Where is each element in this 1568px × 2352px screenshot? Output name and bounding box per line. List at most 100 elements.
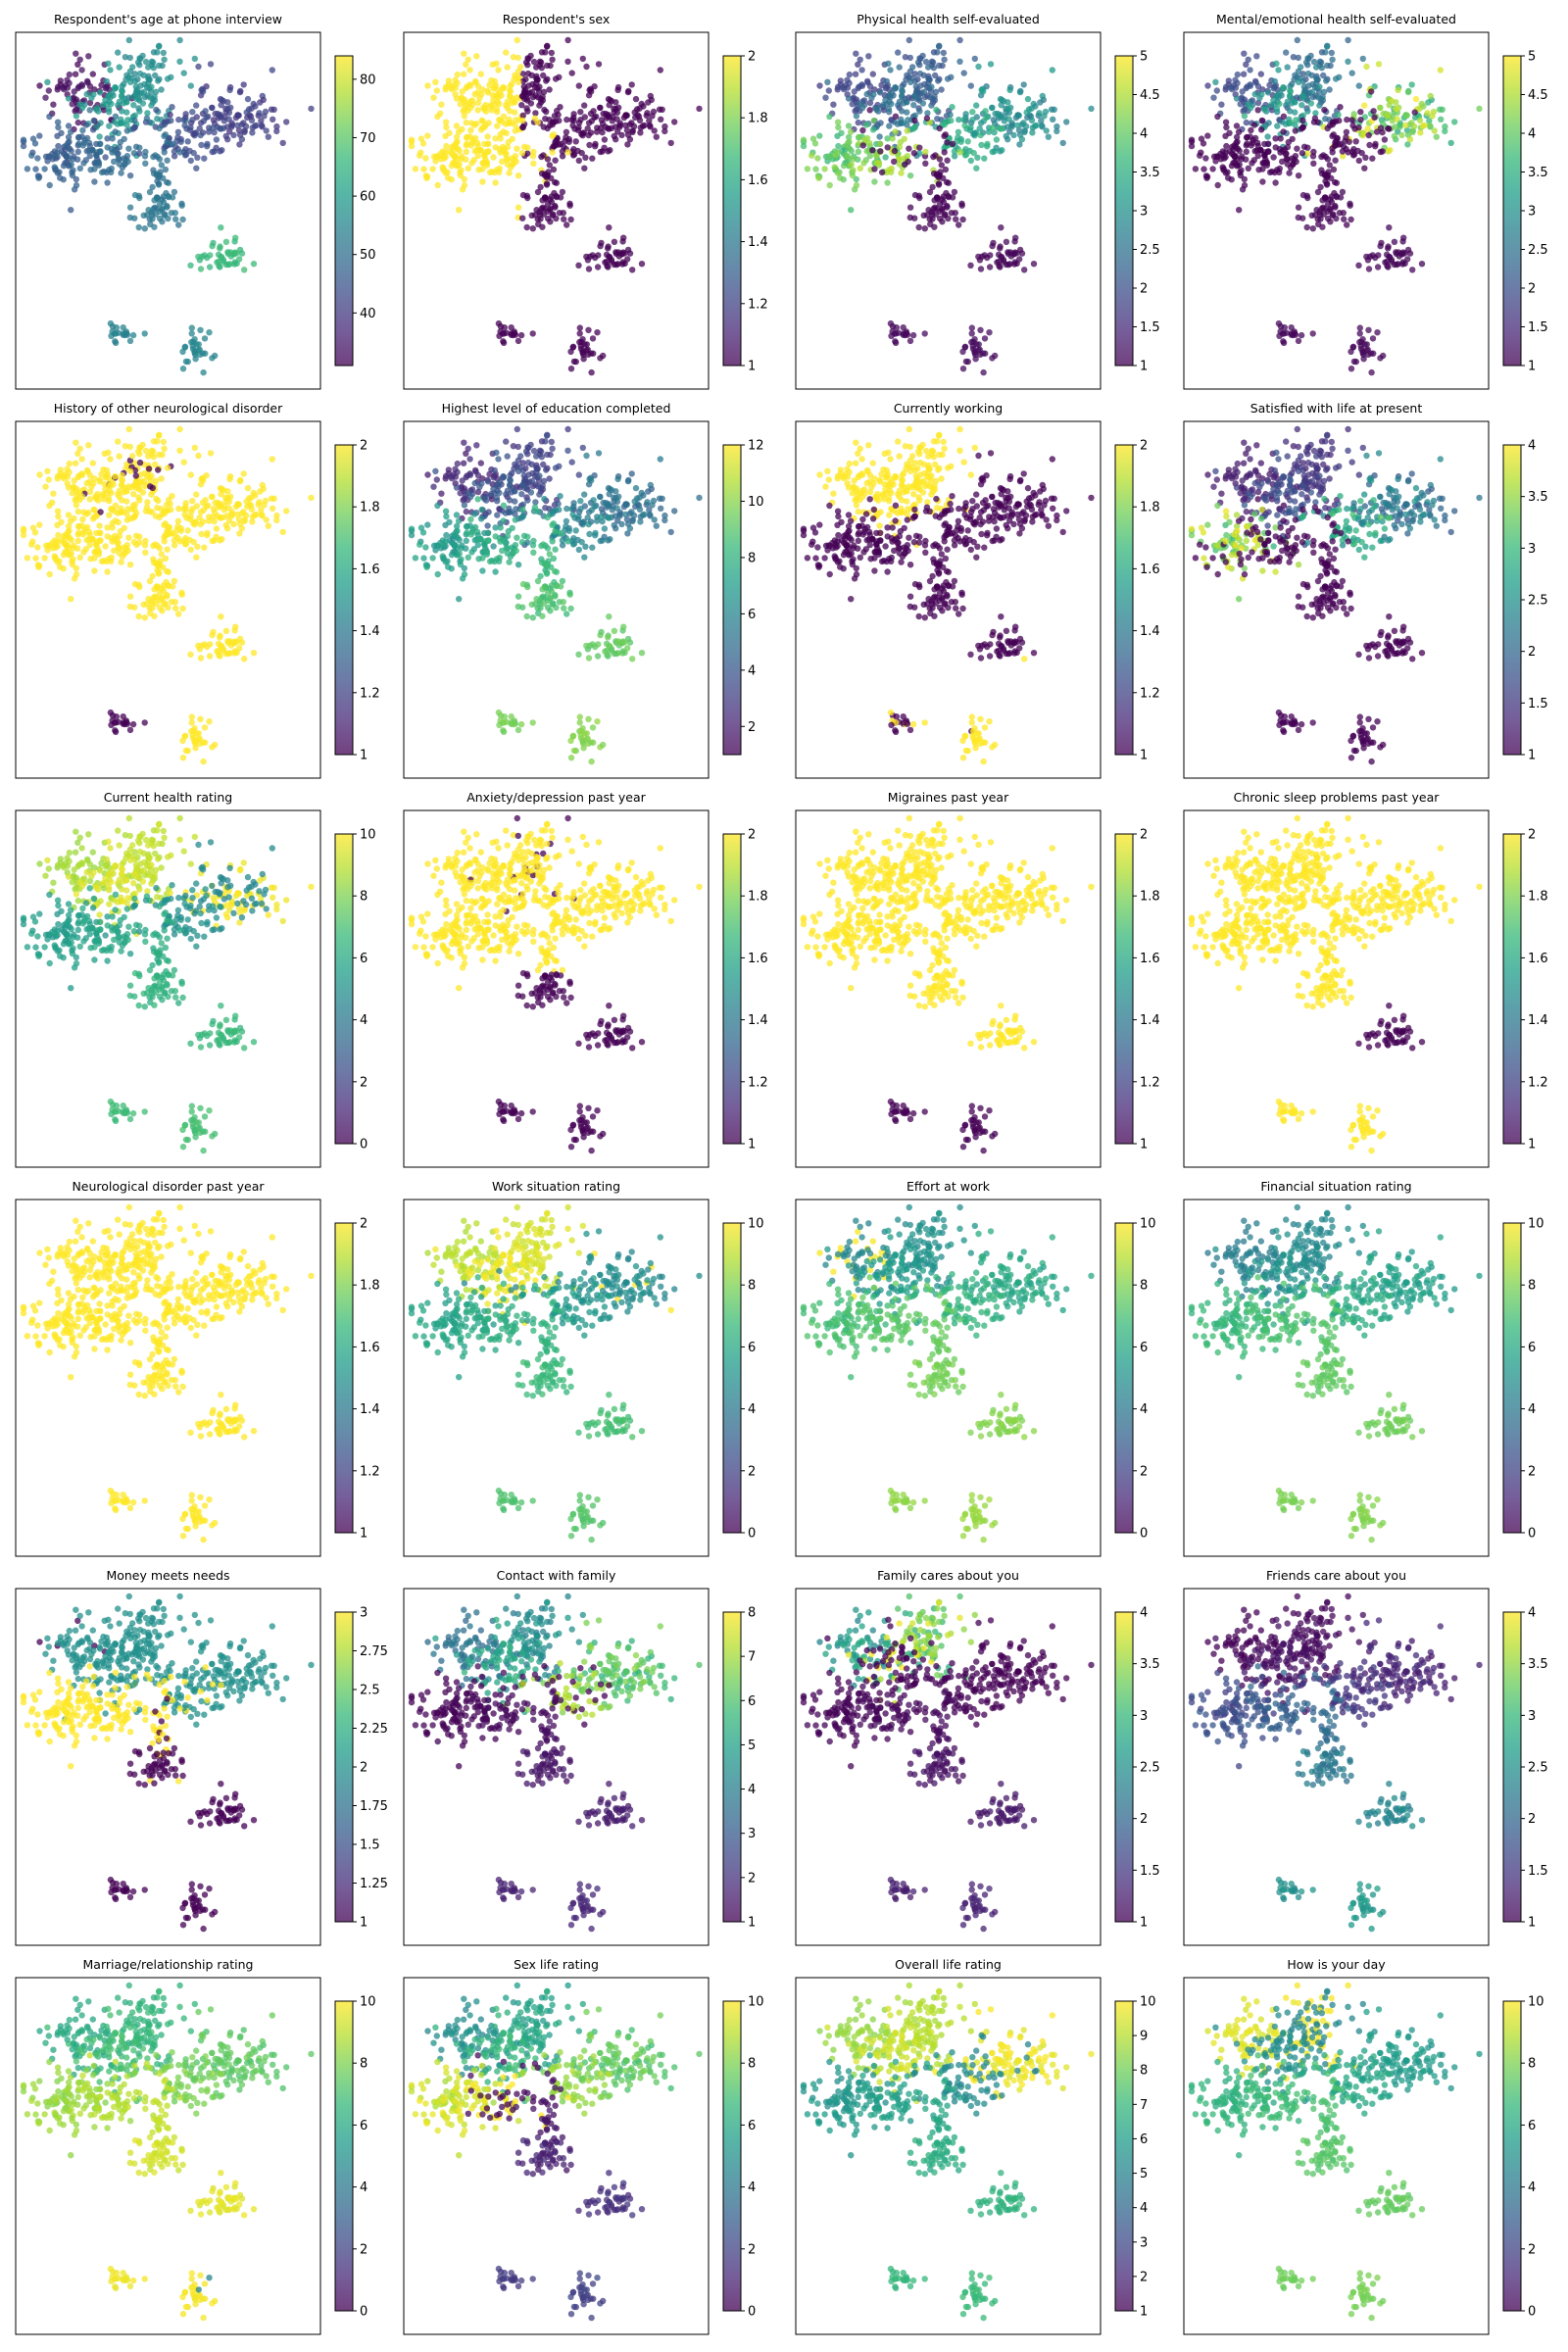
scatter-point — [571, 359, 577, 365]
scatter-point — [619, 261, 625, 267]
scatter-point — [596, 450, 602, 456]
scatter-point — [980, 88, 986, 94]
scatter-point — [910, 332, 916, 338]
scatter-point — [536, 83, 542, 89]
scatter-point — [75, 149, 81, 155]
scatter-point — [1332, 179, 1338, 185]
scatter-point — [105, 61, 111, 67]
scatter-point — [130, 491, 136, 497]
scatter-point — [620, 624, 626, 630]
scatter-point — [496, 722, 502, 728]
scatter-point — [212, 742, 218, 748]
scatter-point — [151, 454, 157, 460]
scatter-point — [590, 335, 596, 341]
scatter-point — [34, 155, 40, 161]
scatter-point — [218, 224, 223, 230]
scatter-point — [79, 83, 85, 89]
scatter-point — [612, 628, 617, 634]
scatter-point — [1310, 161, 1316, 167]
scatter-point — [856, 120, 861, 125]
scatter-point — [907, 55, 913, 61]
scatter-point — [1279, 159, 1285, 165]
scatter-point — [1332, 139, 1338, 145]
scatter-point — [453, 542, 459, 548]
scatter-point — [1063, 508, 1069, 514]
scatter-point — [164, 158, 170, 164]
scatter-point — [1280, 148, 1286, 154]
scatter-point — [36, 521, 42, 527]
scatter-point — [1382, 136, 1388, 142]
scatter-point — [52, 553, 58, 559]
scatter-point — [1249, 142, 1254, 148]
scatter-point — [187, 124, 193, 130]
scatter-point — [921, 478, 927, 484]
scatter-point — [613, 116, 619, 122]
scatter-point — [942, 149, 948, 155]
scatter-point — [1377, 243, 1383, 249]
scatter-point — [858, 57, 863, 63]
scatter-point — [79, 105, 85, 111]
scatter-point — [74, 182, 79, 188]
scatter-point — [1393, 106, 1398, 112]
scatter-point — [502, 713, 508, 719]
scatter-point — [74, 107, 79, 113]
scatter-point — [66, 512, 72, 517]
scatter-point — [464, 509, 469, 514]
scatter-point — [916, 55, 922, 61]
scatter-point — [245, 96, 251, 102]
scatter-point — [475, 496, 481, 502]
scatter-point — [35, 175, 41, 181]
scatter-point — [1021, 470, 1027, 476]
panel-title: History of other neurological disorder — [54, 401, 283, 416]
scatter-point — [1281, 114, 1287, 120]
scatter-point — [1226, 130, 1232, 136]
scatter-point — [998, 125, 1004, 131]
scatter-point — [65, 542, 71, 548]
scatter-point — [545, 545, 551, 551]
scatter-point — [1236, 207, 1242, 213]
scatter-point — [588, 350, 594, 356]
scatter-point — [129, 453, 135, 459]
scatter-point — [136, 145, 142, 151]
scatter-point — [529, 89, 535, 95]
scatter-point — [190, 732, 196, 738]
scatter-point — [70, 557, 75, 563]
colorbar — [335, 445, 353, 755]
scatter-point — [140, 489, 146, 495]
scatter-point — [541, 107, 547, 113]
scatter-point — [1021, 129, 1027, 135]
scatter-point — [620, 235, 626, 241]
scatter-point — [830, 102, 836, 108]
scatter-point — [899, 93, 905, 99]
scatter-point — [47, 571, 53, 577]
scatter-point — [530, 538, 536, 544]
scatter-point — [141, 478, 147, 484]
scatter-point — [478, 480, 484, 486]
scatter-point — [543, 466, 549, 472]
scatter-point — [114, 324, 120, 330]
scatter-point — [1234, 95, 1240, 101]
scatter-point — [65, 153, 71, 159]
scatter-point — [157, 590, 163, 596]
scatter-point — [155, 77, 161, 83]
scatter-point — [907, 338, 913, 344]
scatter-point — [55, 143, 61, 149]
scatter-point — [1242, 107, 1248, 113]
scatter-point — [1296, 338, 1301, 344]
scatter-point — [110, 524, 116, 530]
scatter-point — [200, 739, 206, 745]
scatter-point — [956, 448, 962, 454]
scatter-point — [1280, 84, 1286, 90]
scatter-point — [233, 250, 239, 256]
scatter-point — [479, 555, 485, 561]
scatter-point — [939, 207, 945, 213]
scatter-point — [852, 88, 858, 94]
scatter-point — [856, 134, 861, 140]
scatter-point — [67, 72, 73, 77]
scatter-point — [1246, 57, 1251, 63]
scatter-point — [181, 70, 187, 75]
scatter-point — [223, 628, 229, 634]
scatter-point — [557, 493, 563, 499]
scatter-point — [565, 149, 571, 155]
scatter-point — [484, 133, 490, 139]
